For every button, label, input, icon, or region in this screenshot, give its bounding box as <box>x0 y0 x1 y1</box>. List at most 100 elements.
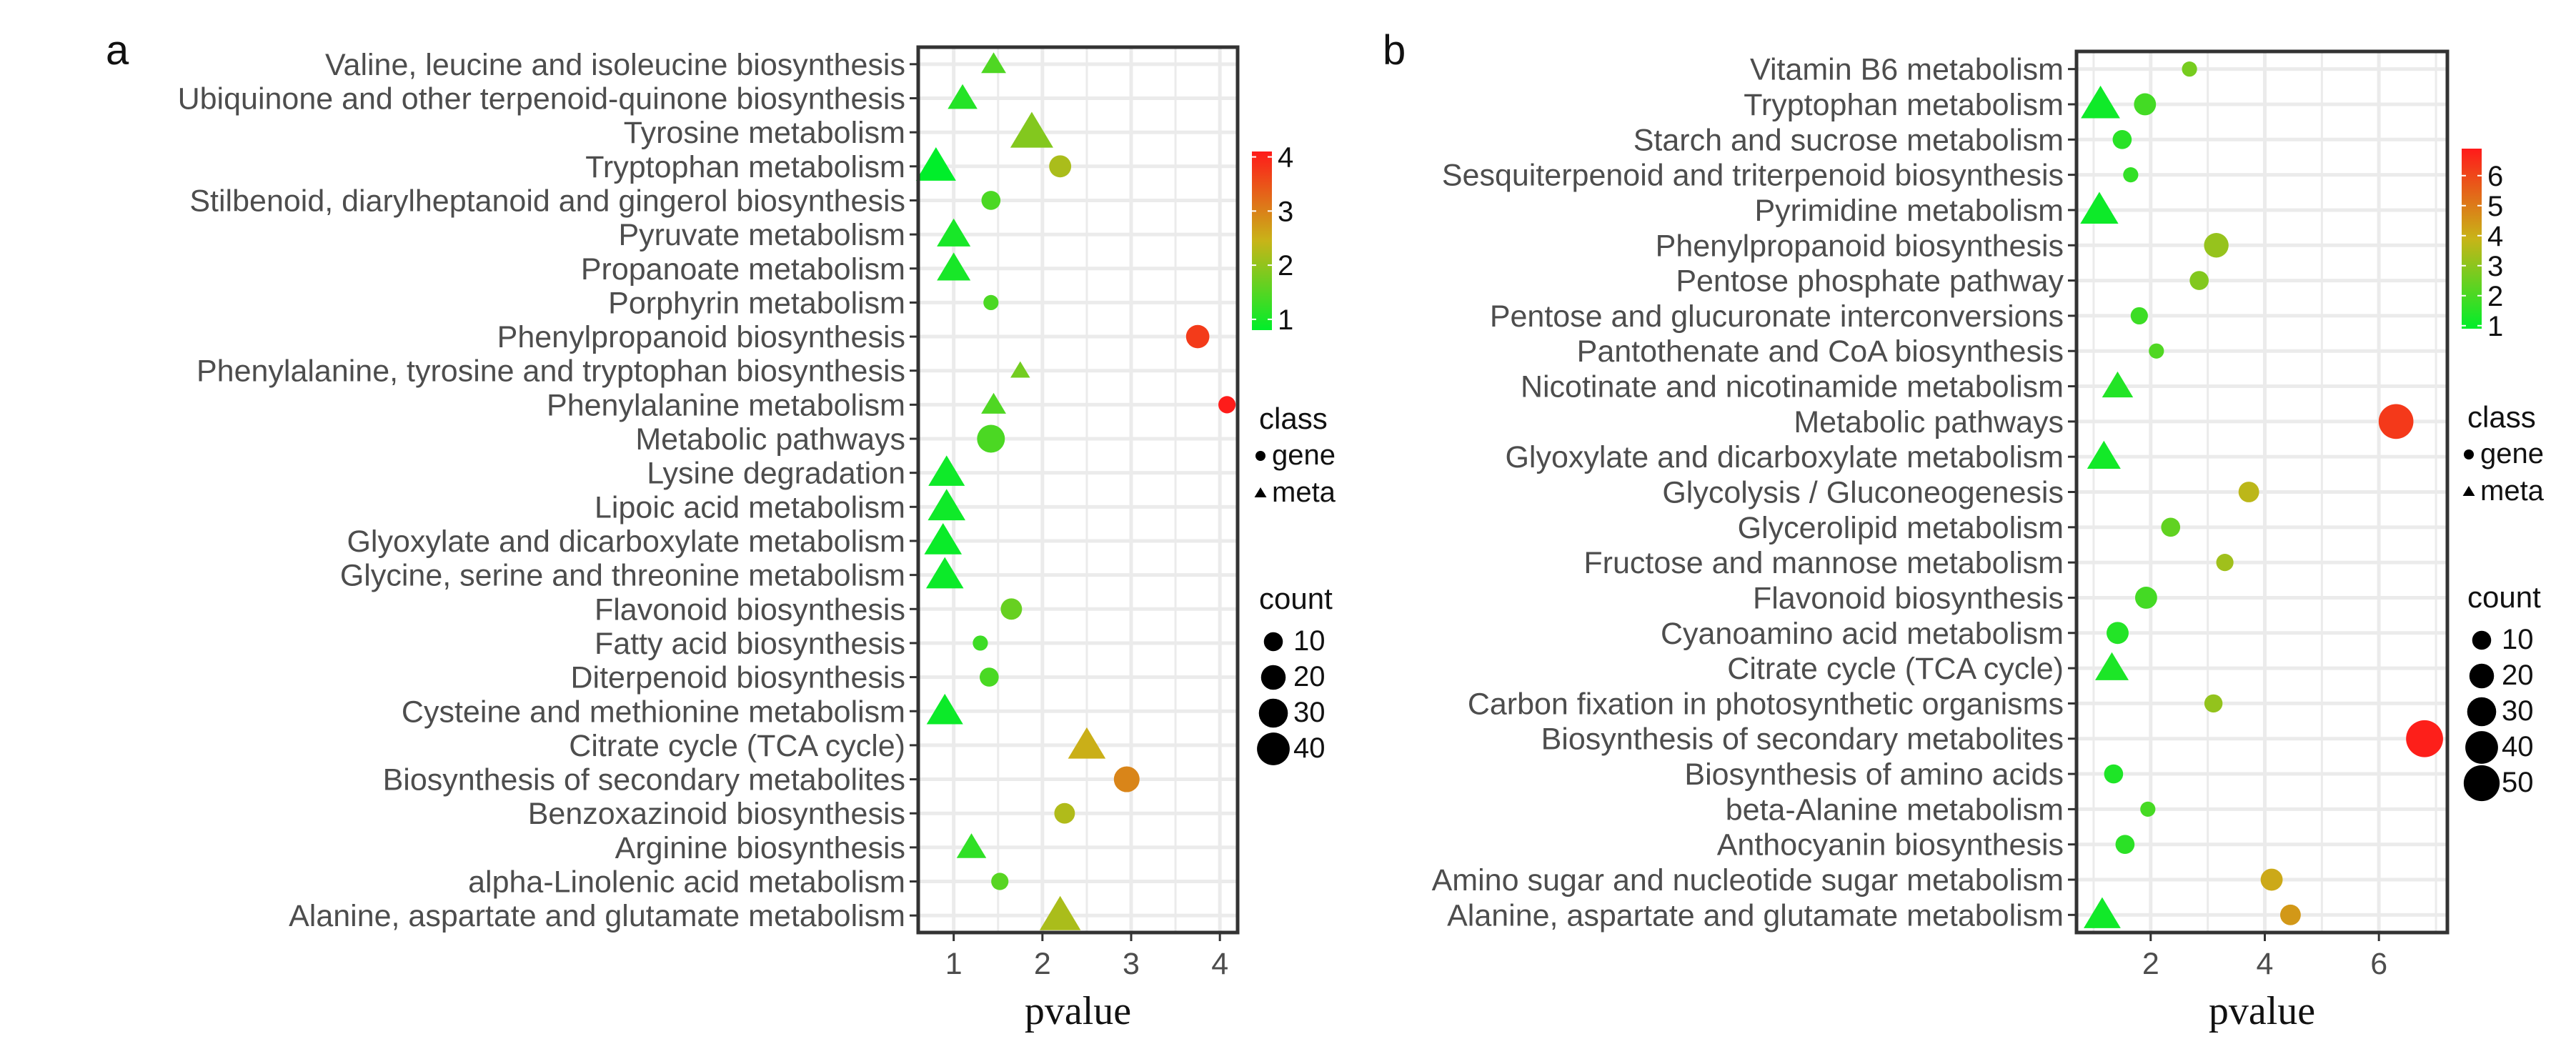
panel-letter: b <box>1383 27 1406 74</box>
panel-a: a Valine, leucine and isoleucine biosynth… <box>106 27 1336 1033</box>
color-bar-label: 6 <box>2487 161 2503 192</box>
data-point-gene <box>2378 404 2414 439</box>
count-legend-title: count <box>1259 582 1333 615</box>
data-point-meta <box>1010 361 1030 378</box>
color-bar <box>1252 151 1272 330</box>
x-tick-label: 6 <box>2370 947 2387 981</box>
class-legend-circle <box>2464 449 2474 459</box>
data-point-gene <box>1049 155 1072 178</box>
y-tick-label: Phenylpropanoid biosynthesis <box>1656 229 2064 263</box>
count-legend-label: 20 <box>1293 661 1326 692</box>
color-bar-label: 2 <box>2487 281 2503 312</box>
class-legend-title: class <box>1259 402 1328 435</box>
data-point-meta <box>937 252 971 281</box>
data-point-meta <box>2087 440 2121 469</box>
y-tick-label: Pyruvate metabolism <box>619 218 906 252</box>
data-point-gene <box>2140 801 2156 817</box>
data-point-meta <box>925 557 964 589</box>
y-tick-label: Flavonoid biosynthesis <box>595 592 905 627</box>
y-tick-label: Pentose phosphate pathway <box>1676 264 2064 299</box>
color-bar-label: 5 <box>2487 191 2503 222</box>
y-tick-label: Glycolysis / Gluconeogenesis <box>1662 476 2064 510</box>
count-legend-circle <box>1263 632 1283 652</box>
data-point-meta <box>924 522 963 555</box>
y-tick-label: Pentose and glucuronate interconversions <box>1490 299 2064 334</box>
data-point-gene <box>2216 554 2234 572</box>
y-tick-label: Pyrimidine metabolism <box>1754 194 2064 228</box>
count-legend-label: 10 <box>2502 624 2534 655</box>
count-legend-circle <box>1257 732 1290 765</box>
y-tick-label: Phenylalanine metabolism <box>547 388 905 422</box>
y-tick-label: Citrate cycle (TCA cycle) <box>1727 652 2064 686</box>
data-point-gene <box>2134 587 2157 609</box>
count-legend-label: 50 <box>2502 767 2534 798</box>
data-point-gene <box>2406 720 2443 757</box>
y-tick-label: Fructose and mannose metabolism <box>1583 546 2064 580</box>
y-tick-label: Benzoxazinoid biosynthesis <box>528 797 905 831</box>
plot-border <box>916 45 1240 935</box>
data-point-gene <box>2260 868 2283 891</box>
data-point-gene <box>977 424 1005 453</box>
data-point-meta <box>1010 111 1053 148</box>
y-tick-label: Biosynthesis of secondary metabolites <box>383 763 905 797</box>
data-point-gene <box>2189 271 2209 290</box>
data-point-gene <box>1218 396 1236 414</box>
data-point-gene <box>991 872 1009 890</box>
y-tick-label: Valine, leucine and isoleucine biosynthe… <box>325 48 905 82</box>
data-point-gene <box>2279 904 2301 925</box>
data-point-gene <box>2130 307 2148 324</box>
x-tick-label: 2 <box>2142 947 2159 981</box>
data-point-meta <box>948 84 978 109</box>
data-point-meta <box>2081 85 2120 119</box>
color-bar <box>2462 149 2482 329</box>
class-legend-circle <box>1255 451 1265 461</box>
y-tick-label: Lysine degradation <box>647 457 905 491</box>
y-tick-label: Sesquiterpenoid and triterpenoid biosynt… <box>1442 159 2064 193</box>
y-tick-label: Carbon fixation in photosynthetic organi… <box>1468 687 2064 721</box>
y-tick-label: Glyoxylate and dicarboxylate metabolism <box>347 524 905 559</box>
data-point-gene <box>2204 233 2229 258</box>
y-tick-label: Cyanoamino acid metabolism <box>1661 617 2064 651</box>
data-point-gene <box>2115 835 2135 855</box>
y-tick-label: Alanine, aspartate and glutamate metabol… <box>289 899 905 933</box>
data-point-meta <box>1039 895 1081 930</box>
count-legend-circle <box>2472 630 2492 650</box>
data-point-gene <box>1185 324 1210 349</box>
count-legend-circle <box>2463 765 2500 802</box>
color-bar-label: 2 <box>1278 250 1293 282</box>
data-point-meta <box>937 218 971 247</box>
data-point-meta <box>2084 897 2121 928</box>
y-tick-label: Cysteine and methionine metabolism <box>402 695 905 729</box>
data-point-meta <box>926 693 963 725</box>
data-point-meta <box>928 489 966 521</box>
y-tick-label: Glycine, serine and threonine metabolism <box>340 559 905 593</box>
data-point-gene <box>1113 766 1140 792</box>
y-tick-label: Vitamin B6 metabolism <box>1750 53 2064 87</box>
data-point-meta <box>2094 652 2129 680</box>
y-tick-label: Metabolic pathways <box>635 422 905 457</box>
count-legend-circle <box>2465 731 2498 764</box>
plot-background <box>918 47 1238 933</box>
y-tick-label: Tyrosine metabolism <box>624 116 905 150</box>
count-legend-label: 10 <box>1293 625 1326 657</box>
class-legend-label: meta <box>2480 475 2545 507</box>
x-tick-label: 1 <box>945 947 963 981</box>
data-point-meta <box>1068 727 1106 759</box>
color-bar-label: 3 <box>1278 196 1293 227</box>
y-tick-label: Stilbenoid, diarylheptanoid and gingerol… <box>189 184 905 218</box>
y-tick-label: Glycerolipid metabolism <box>1738 511 2064 545</box>
data-point-meta <box>981 52 1006 74</box>
color-bar-label: 4 <box>2487 221 2503 252</box>
y-tick-label: Alanine, aspartate and glutamate metabol… <box>1447 898 2064 933</box>
y-tick-label: Phenylpropanoid biosynthesis <box>497 320 905 354</box>
y-tick-label: Lipoic acid metabolism <box>595 490 905 524</box>
data-point-meta <box>915 147 956 181</box>
data-point-gene <box>2112 129 2132 149</box>
y-tick-label: Propanoate metabolism <box>581 252 905 287</box>
data-point-meta <box>2102 371 2134 398</box>
y-tick-label: Glyoxylate and dicarboxylate metabolism <box>1505 440 2064 474</box>
data-point-gene <box>1000 598 1023 620</box>
x-tick-label: 4 <box>2257 947 2274 981</box>
y-tick-label: Tryptophan metabolism <box>585 150 905 184</box>
